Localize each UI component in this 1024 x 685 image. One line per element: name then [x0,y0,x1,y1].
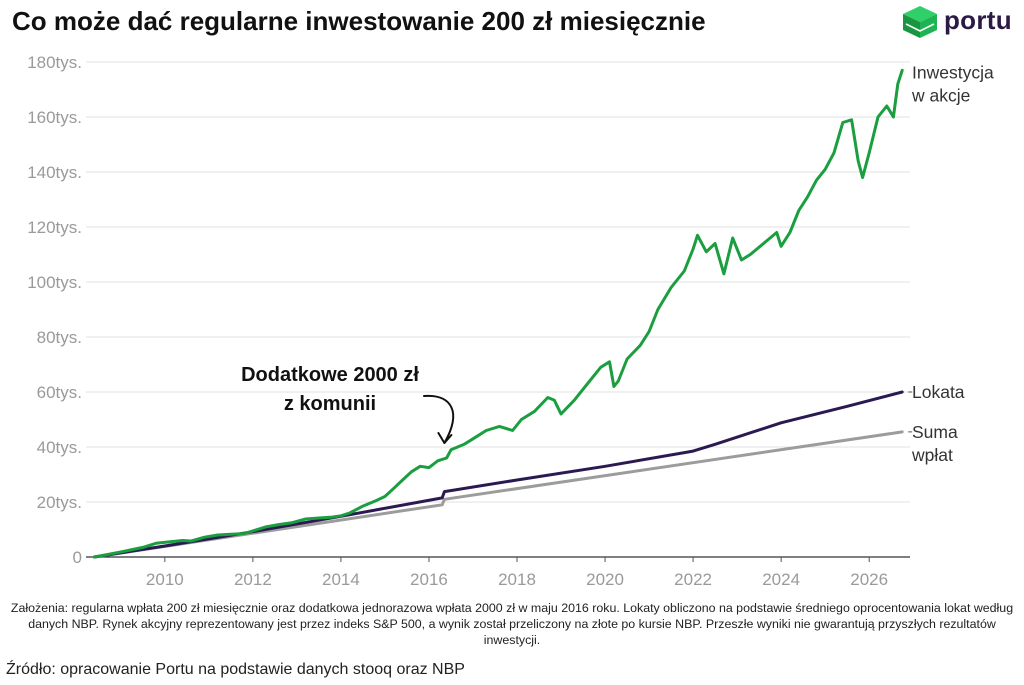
assumptions-footnote: Założenia: regularna wpłata 200 zł miesi… [10,601,1014,647]
x-tick-label: 2026 [850,570,888,589]
y-tick-label: 60tys. [37,383,82,402]
source-note: Źródło: opracowanie Portu na podstawie d… [6,661,465,678]
y-tick-label: 160tys. [27,108,82,127]
annotation-text-line2: z komunii [284,393,376,415]
line-chart: 0 20tys. 40tys. 60tys. 80tys. 100tys. 120tys. 1… [27,53,994,589]
chart-title: Co może dać regularne inwestowanie 200 z… [12,6,706,36]
x-tick-label: 2020 [586,570,624,589]
x-tick-label: 2010 [146,570,184,589]
portu-logo: portu [900,4,1015,40]
portu-logo-icon [903,6,937,38]
y-tick-label: 140tys. [27,163,82,182]
x-tick-label: 2012 [234,570,272,589]
series-label-suma-wp-at-line2: wpłat [911,445,953,465]
series-label-inwestycja-w-akcje-line2: w akcje [911,85,970,105]
series-label-lokata: Lokata [912,382,965,402]
series-label-suma-wp-at: Suma [912,422,958,442]
series-line-lokata [92,390,904,559]
series-line-inwestycja-w-akcje [92,68,904,559]
x-tick-label: 2014 [322,570,360,589]
annotation-arrowhead [437,432,453,444]
annotation-text: Dodatkowe 2000 zł [241,364,419,386]
y-tick-label: 0 [73,548,82,567]
annotation-arrow [423,394,455,444]
x-tick-label: 2022 [674,570,712,589]
x-tick-label: 2024 [762,570,800,589]
x-tick-label: 2018 [498,570,536,589]
x-tick-label: 2016 [410,570,448,589]
y-tick-label: 120tys. [27,218,82,237]
series-label-inwestycja-w-akcje: Inwestycja [912,62,994,82]
y-tick-label: 100tys. [27,273,82,292]
y-tick-label: 20tys. [37,493,82,512]
y-tick-label: 40tys. [37,438,82,457]
series-line-suma-wp-at [92,430,904,559]
portu-logo-text: portu [944,5,1012,35]
y-tick-label: 180tys. [27,53,82,72]
y-tick-label: 80tys. [37,328,82,347]
